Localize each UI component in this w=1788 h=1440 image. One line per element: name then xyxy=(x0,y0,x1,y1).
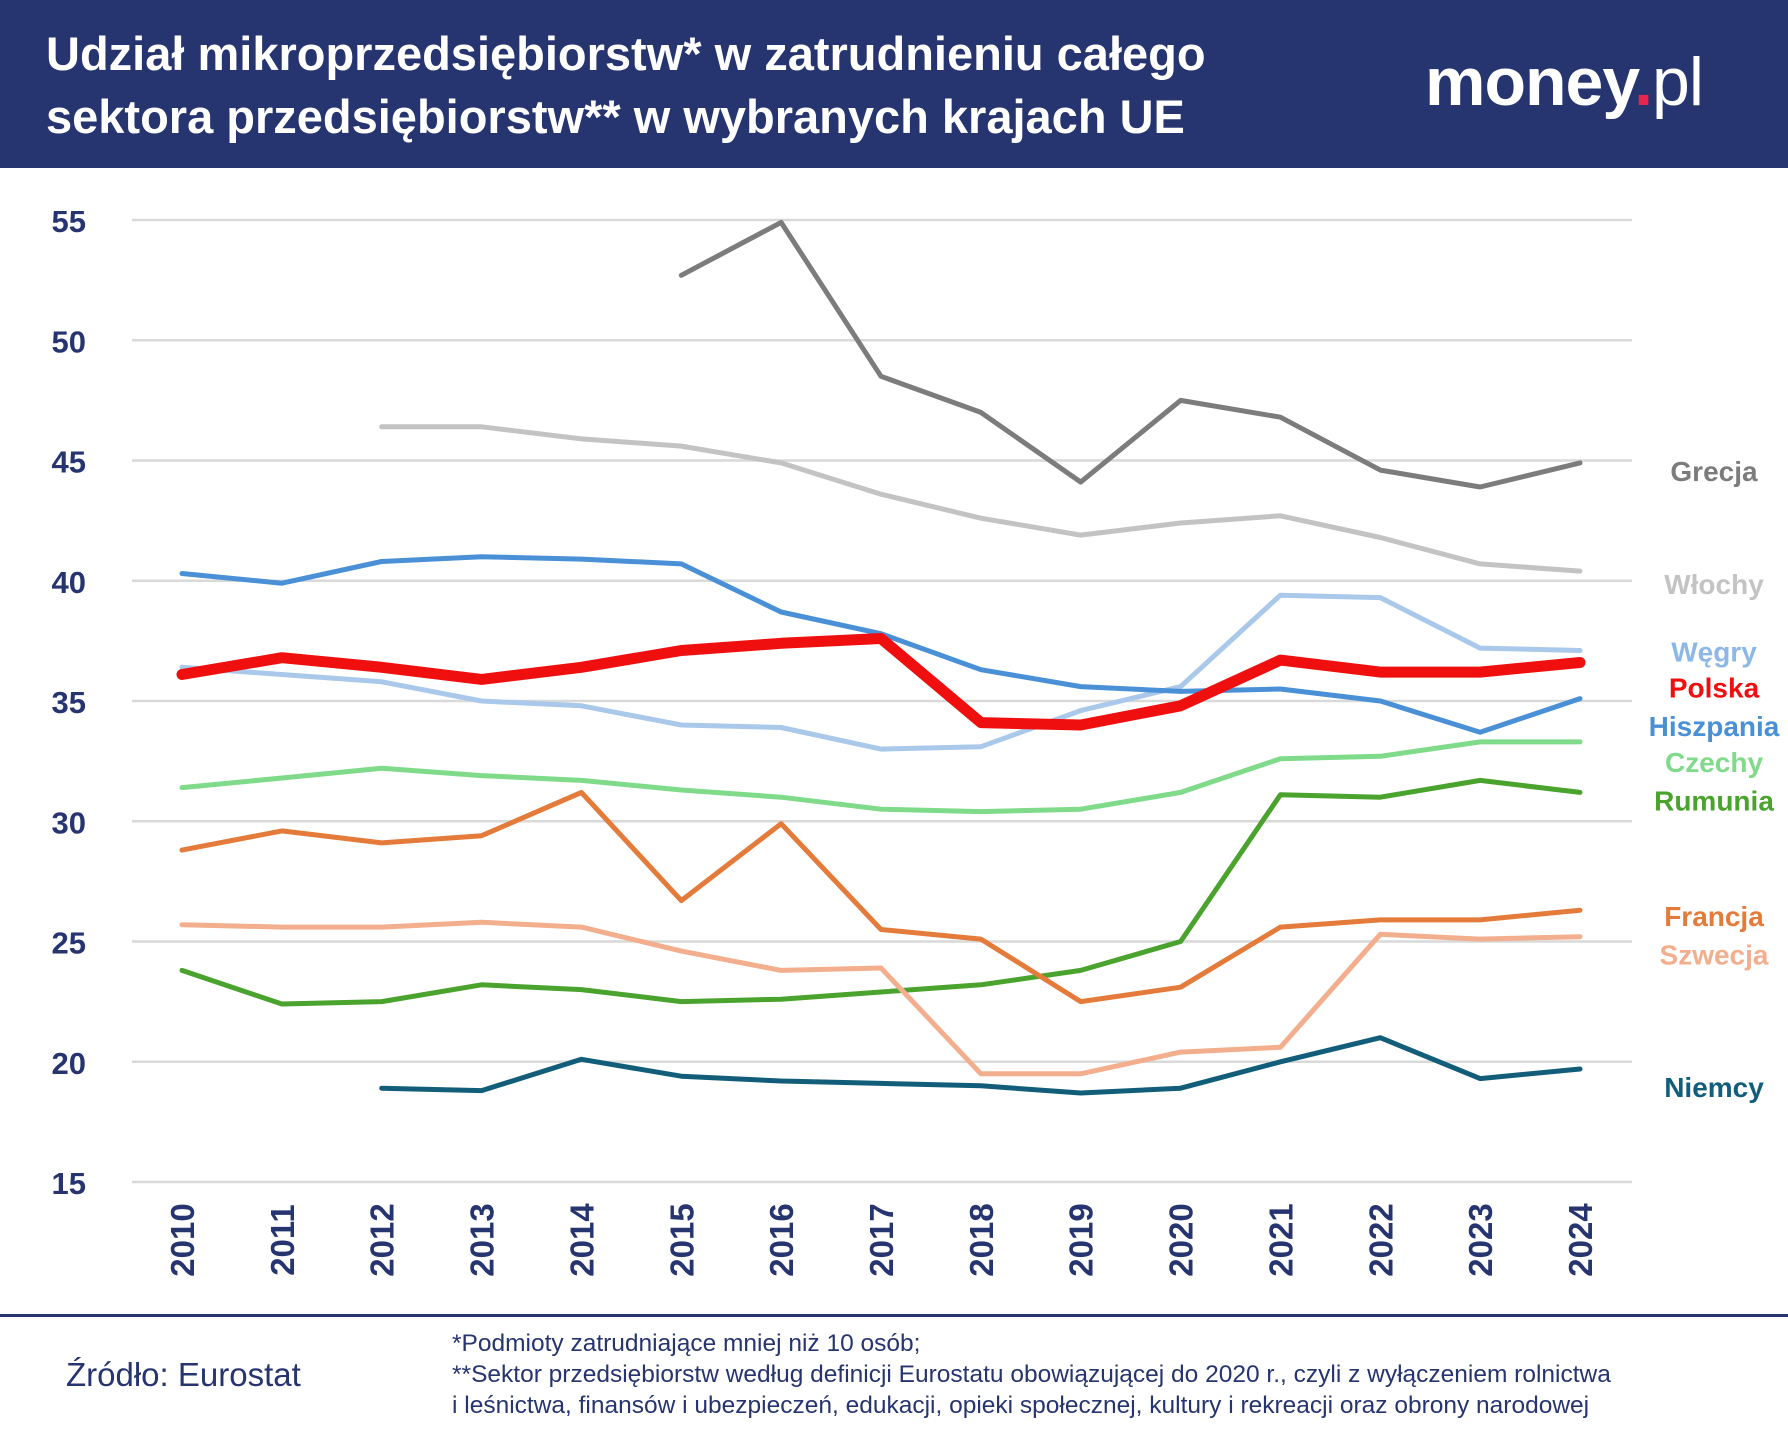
y-tick-label: 20 xyxy=(52,1046,86,1081)
x-tick-label: 2010 xyxy=(164,1203,201,1276)
series-label-hiszpania: Hiszpania xyxy=(1649,711,1780,742)
x-tick-label: 2017 xyxy=(863,1203,900,1276)
series-label-polska: Polska xyxy=(1669,673,1760,704)
series-line-czechy xyxy=(179,739,1583,815)
y-tick-label: 40 xyxy=(52,565,86,600)
x-tick-label: 2022 xyxy=(1362,1203,1399,1276)
chart-title: Udział mikroprzedsiębiorstw* w zatrudnie… xyxy=(46,27,1206,143)
x-tick-label: 2021 xyxy=(1262,1203,1299,1276)
y-tick-label: 25 xyxy=(52,926,86,961)
x-tick-label: 2023 xyxy=(1462,1203,1499,1276)
y-axis-ticks: 15 20 25 30 35 40 45 50 55 xyxy=(52,204,86,1201)
series-line-wochy xyxy=(379,424,1583,574)
series-label-grecja: Grecja xyxy=(1670,456,1758,487)
x-tick-label: 2013 xyxy=(464,1203,501,1276)
footnote-2: **Sektor przedsiębiorstw według definicj… xyxy=(452,1361,1611,1388)
footer-divider xyxy=(0,1314,1788,1317)
x-tick-label: 2012 xyxy=(364,1203,401,1276)
logo-main-text: money xyxy=(1425,44,1635,120)
series-line-wegry xyxy=(179,592,1583,752)
footnote-1: *Podmioty zatrudniające mniej niż 10 osó… xyxy=(452,1330,921,1357)
y-tick-label: 45 xyxy=(52,445,86,480)
x-tick-label: 2024 xyxy=(1562,1203,1599,1277)
y-tick-label: 50 xyxy=(52,324,86,359)
logo-dot: . xyxy=(1634,44,1653,120)
x-tick-label: 2018 xyxy=(963,1203,1000,1276)
y-tick-label: 55 xyxy=(52,204,86,239)
series-lines xyxy=(176,219,1586,1096)
series-line-francja xyxy=(179,789,1583,1005)
series-label-wegry: Węgry xyxy=(1671,636,1757,667)
series-line-niemcy xyxy=(379,1035,1583,1096)
series-label-czechy: Czechy xyxy=(1665,747,1763,778)
series-line-rumunia xyxy=(179,777,1583,1007)
logo-suffix-text: pl xyxy=(1652,44,1704,120)
y-tick-label: 35 xyxy=(52,685,86,720)
series-labels: Grecja Włochy Węgry Polska Hiszpania Czechy Ru… xyxy=(1649,456,1780,1103)
series-label-francja: Francja xyxy=(1664,901,1764,932)
footnotes: *Podmioty zatrudniające mniej niż 10 osó… xyxy=(452,1328,1782,1421)
y-tick-label: 30 xyxy=(52,805,86,840)
series-label-szwecja: Szwecja xyxy=(1660,940,1769,971)
x-tick-label: 2020 xyxy=(1163,1203,1200,1276)
x-tick-label: 2014 xyxy=(563,1203,600,1277)
gridlines xyxy=(132,218,1632,1184)
x-axis-ticks: 2010 2011 2012 2013 2014 2015 2016 2017 2018 2019… xyxy=(164,1203,1599,1277)
source-text: Źródło: Eurostat xyxy=(66,1356,301,1393)
series-label-niemcy: Niemcy xyxy=(1664,1072,1764,1103)
footnote-3: i leśnictwa, finansów i ubezpieczeń, edu… xyxy=(452,1392,1590,1419)
series-label-rumunia: Rumunia xyxy=(1654,786,1774,817)
x-tick-label: 2011 xyxy=(264,1204,301,1276)
header-banner: Udział mikroprzedsiębiorstw* w zatrudnie… xyxy=(0,0,1788,168)
x-tick-label: 2015 xyxy=(663,1203,700,1276)
x-tick-label: 2016 xyxy=(763,1203,800,1276)
series-label-wochy: Włochy xyxy=(1664,569,1764,600)
series-line-polska xyxy=(176,633,1586,731)
money-pl-logo: money.pl xyxy=(1425,42,1704,122)
series-line-szwecja xyxy=(179,919,1583,1077)
x-tick-label: 2019 xyxy=(1063,1203,1100,1276)
y-tick-label: 15 xyxy=(52,1166,86,1201)
series-line-grecja xyxy=(678,219,1583,490)
